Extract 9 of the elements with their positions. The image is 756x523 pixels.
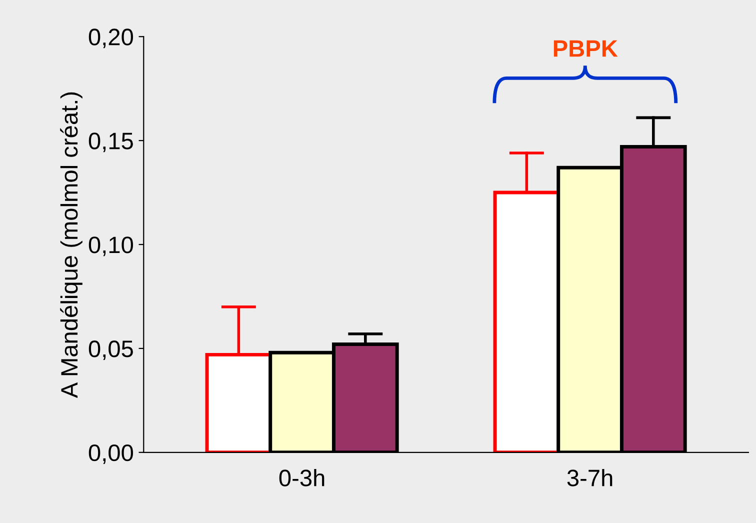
y-tick-label: 0,15	[88, 132, 133, 152]
y-tick-label: 0,00	[88, 444, 133, 464]
annotation: PBPK	[554, 40, 618, 57]
y-tick-label: 0,20	[88, 28, 133, 48]
x-tick-label: 0-3h	[279, 469, 324, 486]
y-axis-title: A Mandélique (molmol créat.)	[60, 92, 82, 398]
x-tick-label: 3-7h	[567, 469, 612, 486]
y-tick-label: 0,10	[88, 236, 133, 256]
y-tick-label: 0,05	[88, 340, 133, 360]
